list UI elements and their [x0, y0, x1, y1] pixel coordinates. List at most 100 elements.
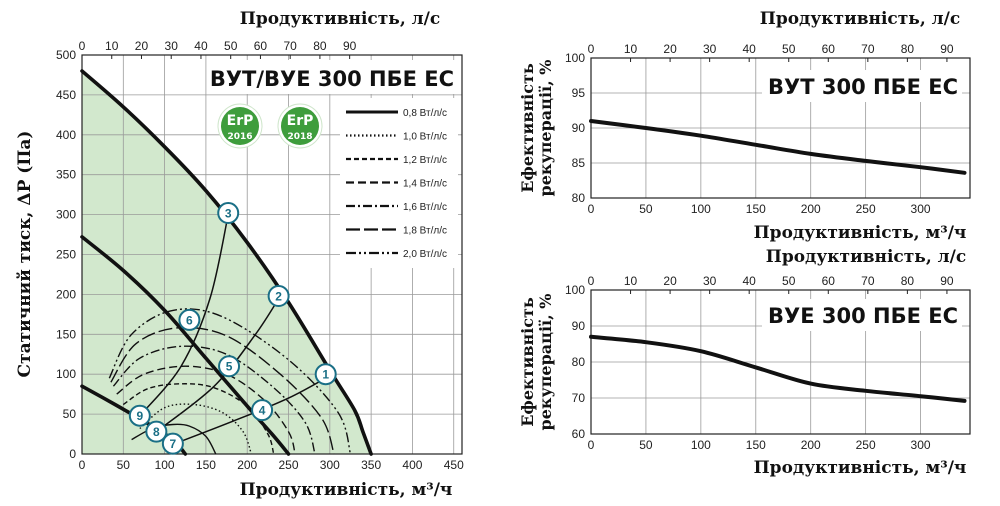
- vut-y-axis-label-text: Ефективністьрекуперації, %: [518, 60, 555, 197]
- main-power-curve-4: [116, 365, 296, 455]
- main-y-tick-label: 100: [56, 367, 76, 381]
- vue-top-tick-label: 90: [940, 274, 954, 288]
- main-power-curve-2: [139, 403, 252, 455]
- vut-y-axis-label: Ефективністьрекуперації, %: [518, 60, 555, 197]
- main-y-tick-label: 250: [56, 248, 76, 262]
- main-plot-frame: [81, 54, 463, 455]
- main-x-tick-label: 450: [444, 458, 464, 472]
- vut-top-tick-label: 30: [703, 42, 717, 56]
- vue-y-axis-label: Ефективністьрекуперації, %: [518, 294, 555, 431]
- main-x-tick-label: 200: [237, 458, 257, 472]
- main-y-tick-label: 300: [56, 208, 76, 222]
- operating-point-marker: [145, 420, 168, 443]
- erp-badge-year: 2018: [287, 132, 312, 142]
- vue-y-tick-label: 90: [572, 319, 586, 333]
- vue-top-tick-label: 80: [901, 274, 915, 288]
- main-top-tick-label: 30: [165, 39, 179, 53]
- vut-top-tick-label: 70: [861, 42, 875, 56]
- vut-y-tick-label: 80: [572, 191, 586, 205]
- legend-label: 1,6 Вт/л/с: [403, 202, 447, 213]
- main-y-tick-label: 450: [56, 88, 76, 102]
- vue-x-tick-label: 0: [588, 438, 595, 452]
- operating-point-label: 9: [136, 409, 143, 423]
- main-x-tick-label: 50: [117, 458, 131, 472]
- vue-top-tick-label: 50: [782, 274, 796, 288]
- vue-x-tick-label: 200: [801, 438, 821, 452]
- main-top-tick-label: 0: [79, 39, 86, 53]
- bottom-right-top-axis-label: Продуктивність, л/с: [766, 247, 966, 267]
- operating-point-label: 2: [275, 289, 282, 303]
- operating-point-marker: [161, 432, 184, 455]
- legend-label: 1,2 Вт/л/с: [403, 155, 447, 166]
- main-y-tick-label: 200: [56, 287, 76, 301]
- erp-badge-label: ErP: [227, 113, 254, 129]
- main-legend: 0,8 Вт/л/с 1,0 Вт/л/с 1,2 Вт/л/с 1,4 Вт/л/с…: [340, 98, 458, 268]
- main-x-tick-label: 350: [361, 458, 381, 472]
- vue-efficiency-line: [589, 334, 967, 403]
- vue-y-tick-label: 80: [572, 355, 586, 369]
- vue-y-axis-label-text: Ефективністьрекуперації, %: [518, 294, 555, 431]
- vut-x-tick-label: 300: [911, 202, 931, 216]
- main-x-tick-label: 150: [196, 458, 216, 472]
- vue-x-tick-label: 50: [639, 438, 653, 452]
- erp-leaf-icon: [281, 107, 319, 145]
- operating-point-7: 7: [161, 432, 184, 455]
- vue-y-axis-label-line1: Ефективність: [518, 297, 537, 427]
- main-top-tick-label: 60: [254, 39, 268, 53]
- vue-top-tick-label: 70: [861, 274, 875, 288]
- main-y-tick-label: 0: [69, 447, 76, 461]
- operating-point-label: 3: [225, 207, 232, 221]
- vue-x-tick-label: 300: [911, 438, 931, 452]
- main-power-curve-7: [108, 308, 352, 455]
- vue-y-tick-label: 60: [572, 427, 586, 441]
- main-y-axis-label: Статичний тиск, ΔР (Па): [15, 131, 35, 378]
- vut-plot-frame: [590, 57, 971, 199]
- vut-top-tick-label: 60: [822, 42, 836, 56]
- vut-top-tick-label: 0: [588, 42, 595, 56]
- operating-point-label: 7: [170, 437, 177, 451]
- vut-x-tick-label: 150: [746, 202, 766, 216]
- vue-top-tick-label: 30: [703, 274, 717, 288]
- operating-point-marker: [251, 399, 274, 422]
- vue-plot-frame: [590, 289, 971, 435]
- vue-x-tick-label: 250: [856, 438, 876, 452]
- operating-point-1: 1: [314, 363, 337, 386]
- operating-point-label: 4: [259, 404, 266, 418]
- main-fan-curve-2: [80, 235, 291, 456]
- vue-top-tick-label: 20: [663, 274, 677, 288]
- main-top-tick-label: 40: [194, 39, 208, 53]
- main-fan-curve-1: [80, 69, 373, 456]
- operating-point-4: 4: [251, 399, 274, 422]
- operating-point-9: 9: [128, 404, 151, 427]
- vue-chart-title: ВУЕ 300 ПБЕ ЕС: [768, 304, 958, 328]
- vut-chart-title: ВУТ 300 ПБЕ ЕС: [768, 75, 958, 99]
- main-chart-title: ВУТ/ВУЕ 300 ПБЕ ЕС: [210, 67, 454, 91]
- vue-title-box: [762, 299, 962, 331]
- operating-point-label: 8: [153, 425, 160, 439]
- top-right-bottom-axis-label: Продуктивність, м³/ч: [754, 223, 967, 243]
- vue-top-tick-label: 40: [743, 274, 757, 288]
- vut-top-tick-label: 80: [901, 42, 915, 56]
- vue-x-tick-label: 150: [746, 438, 766, 452]
- vue-top-tick-label: 0: [588, 274, 595, 288]
- main-top-tick-label: 70: [283, 39, 297, 53]
- operating-point-8: 8: [145, 420, 168, 443]
- operating-point-marker: [218, 355, 241, 378]
- main-y-tick-label: 400: [56, 128, 76, 142]
- erp-leaf-icon: [221, 107, 259, 145]
- vue-x-tick-label: 100: [691, 438, 711, 452]
- operating-point-label: 5: [226, 360, 233, 374]
- vut-x-tick-label: 0: [588, 202, 595, 216]
- main-power-curve-6: [110, 326, 335, 455]
- vut-y-tick-label: 95: [572, 86, 586, 100]
- vut-x-tick-label: 250: [856, 202, 876, 216]
- main-operating-area: [82, 71, 372, 454]
- vut-y-axis-label-line2: рекуперації, %: [536, 60, 555, 197]
- main-power-curve-3: [122, 383, 275, 455]
- vut-top-tick-label: 50: [782, 42, 796, 56]
- bottom-right-bottom-axis-label: Продуктивність, м³/ч: [754, 458, 967, 478]
- operating-point-3: 3: [217, 202, 240, 225]
- operating-point-marker: [178, 308, 201, 331]
- legend-label: 1,0 Вт/л/с: [403, 132, 447, 143]
